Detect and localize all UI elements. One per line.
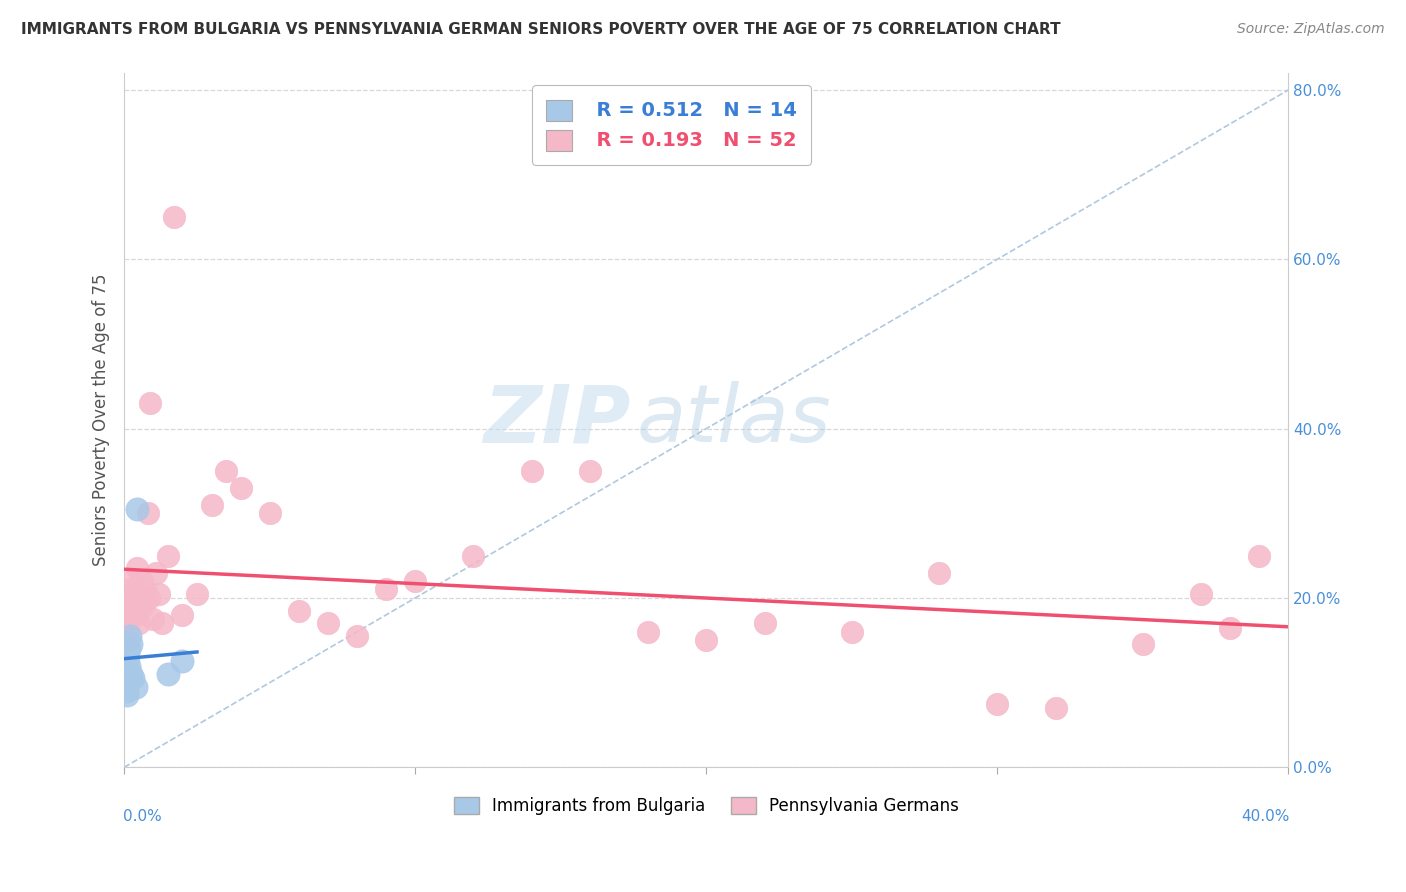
Point <box>124 595 146 609</box>
Point <box>172 655 194 669</box>
Point <box>1045 701 1067 715</box>
Point <box>117 633 139 648</box>
Point <box>139 396 162 410</box>
Point <box>1189 587 1212 601</box>
Point <box>117 650 139 665</box>
Point <box>150 616 173 631</box>
Point <box>1132 638 1154 652</box>
Point <box>121 574 143 588</box>
Point <box>115 684 138 698</box>
Point <box>229 481 252 495</box>
Point <box>928 566 950 580</box>
Point <box>172 607 194 622</box>
Point <box>156 667 179 681</box>
Legend: Immigrants from Bulgaria, Pennsylvania Germans: Immigrants from Bulgaria, Pennsylvania G… <box>447 790 966 822</box>
Text: Source: ZipAtlas.com: Source: ZipAtlas.com <box>1237 22 1385 37</box>
Point <box>186 587 208 601</box>
Point <box>375 582 398 597</box>
Point <box>118 595 141 609</box>
Point <box>122 604 145 618</box>
Point <box>579 464 602 478</box>
Text: IMMIGRANTS FROM BULGARIA VS PENNSYLVANIA GERMAN SENIORS POVERTY OVER THE AGE OF : IMMIGRANTS FROM BULGARIA VS PENNSYLVANIA… <box>21 22 1060 37</box>
Point <box>145 566 167 580</box>
Text: 0.0%: 0.0% <box>124 809 162 824</box>
Point <box>200 498 222 512</box>
Point <box>288 604 311 618</box>
Point <box>129 595 152 609</box>
Point <box>136 506 159 520</box>
Text: atlas: atlas <box>637 381 831 459</box>
Point <box>115 604 138 618</box>
Point <box>637 624 659 639</box>
Point <box>1219 621 1241 635</box>
Point <box>695 633 717 648</box>
Point <box>118 629 141 643</box>
Point <box>120 638 142 652</box>
Point <box>122 672 145 686</box>
Point <box>142 612 165 626</box>
Point <box>121 667 143 681</box>
Point <box>346 629 368 643</box>
Text: 40.0%: 40.0% <box>1241 809 1289 824</box>
Point <box>125 680 148 694</box>
Point <box>127 561 149 575</box>
Point <box>115 621 138 635</box>
Point <box>114 675 136 690</box>
Point <box>118 641 141 656</box>
Point <box>163 210 186 224</box>
Point <box>986 697 1008 711</box>
Point <box>128 616 150 631</box>
Point <box>125 607 148 622</box>
Point <box>117 658 139 673</box>
Point <box>156 549 179 563</box>
Point <box>404 574 426 588</box>
Point <box>463 549 485 563</box>
Text: ZIP: ZIP <box>484 381 631 459</box>
Point <box>115 688 138 702</box>
Point <box>114 616 136 631</box>
Point <box>215 464 238 478</box>
Point <box>316 616 339 631</box>
Point <box>1249 549 1271 563</box>
Point <box>754 616 776 631</box>
Point <box>120 582 142 597</box>
Y-axis label: Seniors Poverty Over the Age of 75: Seniors Poverty Over the Age of 75 <box>93 274 110 566</box>
Point <box>841 624 863 639</box>
Point <box>118 591 141 605</box>
Point <box>148 587 170 601</box>
Point <box>520 464 543 478</box>
Point <box>134 582 156 597</box>
Point <box>127 502 149 516</box>
Point <box>138 591 160 605</box>
Point <box>259 506 281 520</box>
Point <box>132 599 155 614</box>
Point <box>117 607 139 622</box>
Point <box>131 574 153 588</box>
